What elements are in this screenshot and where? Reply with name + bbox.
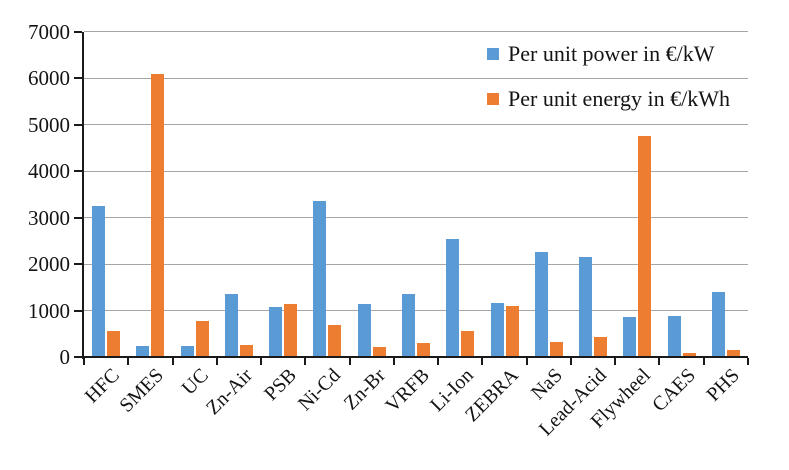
y-tick-label: 3000	[28, 205, 70, 230]
y-tick-label: 0	[59, 345, 71, 369]
grid-line	[84, 31, 748, 32]
bar	[638, 136, 652, 357]
bar	[623, 317, 637, 357]
x-axis-tick	[215, 358, 218, 365]
x-axis-tick	[304, 358, 307, 365]
bar	[239, 344, 253, 357]
y-axis-tick	[74, 356, 82, 358]
bar	[402, 294, 415, 357]
x-axis-tick	[437, 358, 440, 365]
bar	[151, 74, 165, 357]
x-axis-tick	[658, 358, 661, 365]
x-axis-tick	[747, 358, 749, 365]
legend-item-energy: Per unit energy in €/kWh	[487, 86, 730, 112]
y-tick-label: 5000	[28, 112, 70, 137]
y-tick-label: 6000	[28, 66, 70, 90]
bar	[579, 257, 593, 357]
grid-line	[84, 77, 748, 79]
bar	[357, 304, 371, 357]
y-tick-label: 1000	[28, 298, 70, 323]
bar	[667, 316, 681, 357]
y-axis-line	[82, 31, 84, 359]
bar	[107, 331, 121, 357]
bar	[446, 239, 460, 357]
x-axis-tick	[348, 358, 351, 365]
bar	[461, 331, 475, 357]
bar	[136, 346, 150, 357]
y-axis-tick	[74, 77, 82, 79]
legend-label-power: Per unit power in €/kW	[508, 41, 715, 66]
y-axis-tick	[74, 30, 82, 33]
x-axis-line	[82, 356, 748, 358]
bar	[505, 306, 519, 357]
legend-label-energy: Per unit energy in €/kWh	[508, 86, 730, 111]
bar	[711, 291, 725, 357]
bar	[372, 346, 386, 357]
y-tick-label: 7000	[28, 19, 70, 44]
x-axis-tick	[260, 358, 263, 365]
y-tick-label: 4000	[28, 159, 70, 183]
grid-line	[84, 124, 748, 125]
grid-line	[84, 310, 748, 311]
x-axis-tick	[525, 358, 528, 365]
grid-line	[84, 217, 748, 218]
bar	[195, 321, 209, 357]
y-axis-tick	[74, 263, 82, 265]
bar	[534, 252, 548, 357]
y-axis-tick	[74, 170, 82, 172]
x-axis-tick	[392, 358, 395, 365]
bar	[328, 325, 342, 357]
bar	[224, 294, 238, 357]
x-axis-tick	[614, 358, 617, 365]
x-axis-tick	[481, 358, 484, 365]
grid-line	[84, 170, 748, 172]
x-axis-tick	[702, 358, 705, 365]
bar	[313, 201, 327, 357]
legend-swatch-energy-icon	[487, 93, 499, 105]
bar	[180, 346, 194, 357]
bar	[92, 205, 106, 357]
x-axis-tick	[83, 358, 85, 365]
bar	[682, 353, 696, 357]
bar	[594, 337, 608, 357]
legend-swatch-power-icon	[487, 48, 499, 60]
grid-line	[84, 263, 748, 265]
y-tick-label: 2000	[28, 252, 70, 276]
bar	[726, 350, 740, 357]
y-axis-tick	[74, 309, 82, 312]
x-axis-tick	[127, 358, 130, 365]
bar	[549, 341, 563, 357]
bar	[269, 306, 283, 357]
bar	[490, 303, 504, 357]
y-axis-tick	[74, 123, 82, 126]
bar	[284, 303, 298, 357]
y-axis-tick	[74, 216, 82, 219]
x-axis-tick	[171, 358, 174, 365]
legend-item-power: Per unit power in €/kW	[487, 41, 715, 67]
x-axis-tick	[569, 358, 572, 365]
bar	[417, 343, 430, 357]
